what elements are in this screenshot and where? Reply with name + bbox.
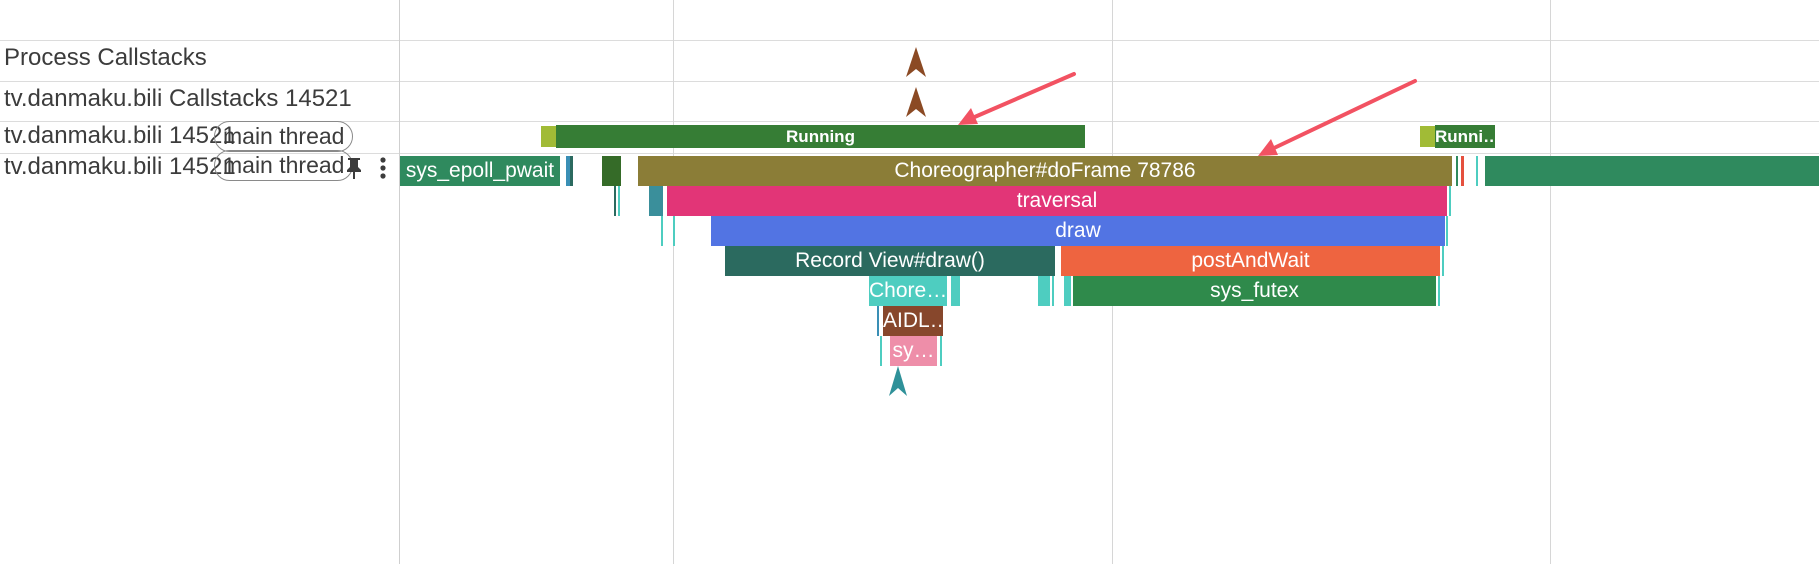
slice-thin[interactable] bbox=[877, 306, 879, 336]
slice-thin[interactable] bbox=[661, 216, 663, 246]
slice-thin[interactable] bbox=[566, 156, 570, 186]
slice-thin[interactable] bbox=[602, 156, 621, 186]
track-divider bbox=[0, 153, 1819, 154]
slice-thin[interactable] bbox=[1476, 156, 1478, 186]
time-gridline bbox=[673, 0, 674, 564]
slice-choreographer-short[interactable]: Chore… bbox=[869, 276, 947, 306]
slice-thin[interactable] bbox=[1038, 276, 1050, 306]
running-state[interactable]: Running bbox=[556, 125, 1085, 148]
track-divider bbox=[0, 121, 1819, 122]
slice-thin[interactable] bbox=[951, 276, 960, 306]
track-divider bbox=[0, 81, 1819, 82]
slice-thin[interactable] bbox=[1485, 156, 1819, 186]
slice-post-and-wait[interactable]: postAndWait bbox=[1061, 246, 1440, 276]
slice-thin[interactable] bbox=[940, 336, 942, 366]
slice-thin[interactable] bbox=[1456, 156, 1458, 186]
slice-sys-futex[interactable]: sys_futex bbox=[1073, 276, 1436, 306]
runnable-state[interactable] bbox=[541, 126, 556, 147]
slice-thin[interactable] bbox=[673, 216, 675, 246]
slice-thin[interactable] bbox=[614, 186, 616, 216]
track-title-thread-callstacks[interactable]: tv.danmaku.bili Callstacks 14521 bbox=[4, 85, 352, 112]
running-state[interactable]: Runni… bbox=[1435, 125, 1495, 148]
track-title-thread-state[interactable]: tv.danmaku.bili 14521 bbox=[4, 122, 236, 149]
main-thread-chip: main thread bbox=[214, 121, 354, 152]
slice-sy[interactable]: sy… bbox=[890, 336, 937, 366]
track-divider bbox=[0, 40, 1819, 41]
more-vert-icon[interactable] bbox=[374, 156, 392, 180]
slice-thin[interactable] bbox=[880, 336, 882, 366]
track-title-process-callstacks[interactable]: Process Callstacks bbox=[4, 44, 207, 71]
slice-thin[interactable] bbox=[1449, 186, 1451, 216]
time-gridline bbox=[1550, 0, 1551, 564]
pin-icon[interactable] bbox=[343, 156, 365, 180]
slice-thin[interactable] bbox=[1438, 276, 1440, 306]
slice-thin[interactable] bbox=[1064, 276, 1071, 306]
annotation-arrow-icon bbox=[958, 72, 1076, 125]
slice-thin[interactable] bbox=[1446, 216, 1448, 246]
main-thread-chip: main thread bbox=[214, 150, 354, 181]
slice-draw[interactable]: draw bbox=[711, 216, 1445, 246]
slice-thin[interactable] bbox=[1461, 156, 1464, 186]
annotation-arrow-icon bbox=[1258, 79, 1417, 156]
slice-thin[interactable] bbox=[570, 156, 573, 186]
track-title-thread-slices[interactable]: tv.danmaku.bili 14521 bbox=[4, 153, 236, 180]
arrow-up-marker-icon[interactable] bbox=[906, 47, 926, 77]
arrow-up-marker-icon[interactable] bbox=[906, 87, 926, 117]
slice-record-view-draw[interactable]: Record View#draw() bbox=[725, 246, 1055, 276]
slice-thin[interactable] bbox=[618, 186, 620, 216]
slice-thin[interactable] bbox=[1442, 246, 1444, 276]
runnable-state[interactable] bbox=[1420, 126, 1435, 147]
track-shell-divider bbox=[399, 0, 400, 564]
arrow-up-marker-icon[interactable] bbox=[889, 366, 907, 396]
slice-thin[interactable] bbox=[1052, 276, 1054, 306]
slice-sys-epoll-pwait[interactable]: sys_epoll_pwait bbox=[400, 156, 560, 186]
slice-traversal[interactable]: traversal bbox=[667, 186, 1447, 216]
slice-aidl[interactable]: AIDL… bbox=[883, 306, 943, 336]
slice-thin[interactable] bbox=[649, 186, 663, 216]
slice-choreographer-doframe[interactable]: Choreographer#doFrame 78786 bbox=[638, 156, 1452, 186]
